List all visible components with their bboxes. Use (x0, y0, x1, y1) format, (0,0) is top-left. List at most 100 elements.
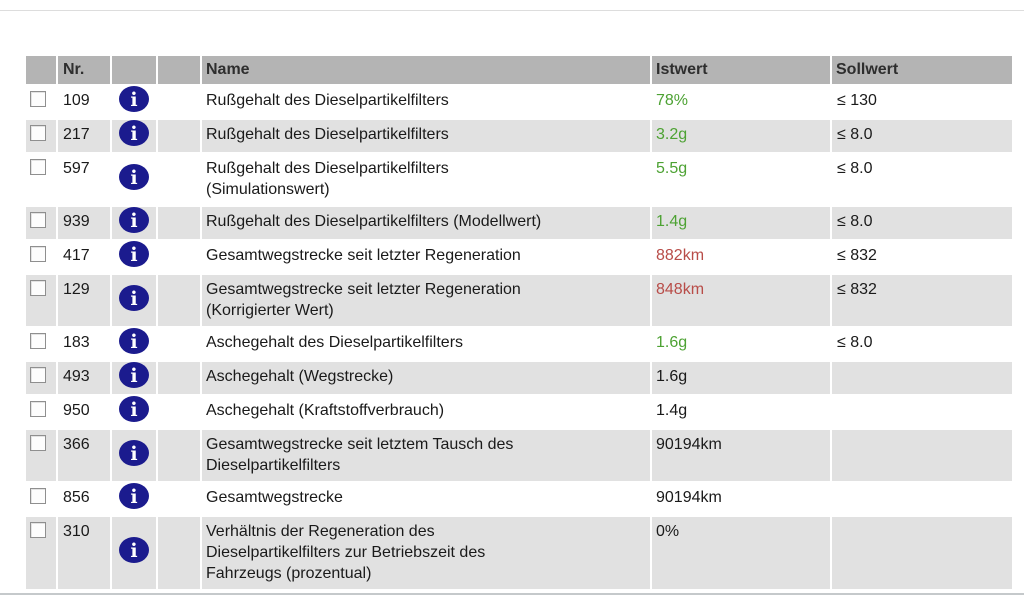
table-row: 217 i Rußgehalt des Dieselpartikelfilter… (26, 120, 1012, 152)
spacer-cell (158, 154, 200, 205)
table-row: 950 i Aschegehalt (Kraftstoffverbrauch) … (26, 396, 1012, 428)
row-checkbox[interactable] (30, 212, 46, 228)
spacer-cell (158, 241, 200, 273)
row-checkbox[interactable] (30, 401, 46, 417)
row-name: Gesamtwegstrecke seit letztem Tausch des… (202, 430, 650, 481)
row-sollwert (832, 517, 1012, 589)
row-sollwert: ≤ 8.0 (832, 207, 1012, 239)
svg-text:i: i (130, 331, 137, 353)
table-row: 366 i Gesamtwegstrecke seit letztem Taus… (26, 430, 1012, 481)
info-cell: i (112, 483, 156, 515)
info-icon[interactable]: i (119, 328, 149, 354)
svg-text:i: i (130, 288, 137, 310)
measurement-table: Nr. Name Istwert Sollwert 109 i Rußgehal… (24, 54, 1014, 591)
row-checkbox[interactable] (30, 435, 46, 451)
row-istwert: 90194km (652, 430, 830, 481)
spacer-cell (158, 362, 200, 394)
row-sollwert: ≤ 8.0 (832, 328, 1012, 360)
info-icon[interactable]: i (119, 537, 149, 563)
top-divider (0, 10, 1024, 11)
info-icon[interactable]: i (119, 362, 149, 388)
header-name: Name (202, 56, 650, 84)
info-cell: i (112, 517, 156, 589)
checkbox-cell (26, 86, 56, 118)
row-number: 366 (58, 430, 110, 481)
row-istwert: 882km (652, 241, 830, 273)
info-icon[interactable]: i (119, 439, 149, 466)
checkbox-cell (26, 154, 56, 205)
info-icon[interactable]: i (119, 207, 149, 233)
spacer-cell (158, 328, 200, 360)
row-istwert: 78% (652, 86, 830, 118)
checkbox-cell (26, 362, 56, 394)
row-checkbox[interactable] (30, 367, 46, 383)
table-row: 183 i Aschegehalt des Dieselpartikelfilt… (26, 328, 1012, 360)
table-row: 939 i Rußgehalt des Dieselpartikelfilter… (26, 207, 1012, 239)
info-cell: i (112, 154, 156, 205)
row-checkbox[interactable] (30, 91, 46, 107)
row-name: Rußgehalt des Dieselpartikelfilters (202, 86, 650, 118)
row-sollwert: ≤ 130 (832, 86, 1012, 118)
row-checkbox[interactable] (30, 246, 46, 262)
info-cell: i (112, 396, 156, 428)
checkbox-cell (26, 430, 56, 481)
row-checkbox[interactable] (30, 280, 46, 296)
row-checkbox[interactable] (30, 125, 46, 141)
row-sollwert: ≤ 832 (832, 241, 1012, 273)
svg-text:i: i (130, 365, 137, 387)
info-cell: i (112, 86, 156, 118)
header-nr: Nr. (58, 56, 110, 84)
row-sollwert: ≤ 8.0 (832, 154, 1012, 205)
row-number: 129 (58, 275, 110, 326)
row-checkbox[interactable] (30, 333, 46, 349)
row-istwert: 848km (652, 275, 830, 326)
info-icon[interactable]: i (119, 284, 149, 311)
row-istwert: 0% (652, 517, 830, 589)
table-row: 129 i Gesamtwegstrecke seit letzter Rege… (26, 275, 1012, 326)
row-number: 939 (58, 207, 110, 239)
info-icon[interactable]: i (119, 241, 149, 267)
info-cell: i (112, 328, 156, 360)
row-checkbox[interactable] (30, 522, 46, 538)
info-icon[interactable]: i (119, 483, 149, 509)
row-istwert: 1.6g (652, 328, 830, 360)
row-checkbox[interactable] (30, 159, 46, 175)
info-cell: i (112, 241, 156, 273)
spacer-cell (158, 207, 200, 239)
row-number: 310 (58, 517, 110, 589)
header-info-column (112, 56, 156, 84)
row-istwert: 1.4g (652, 396, 830, 428)
row-number: 493 (58, 362, 110, 394)
table-row: 493 i Aschegehalt (Wegstrecke) 1.6g (26, 362, 1012, 394)
row-istwert: 1.4g (652, 207, 830, 239)
spacer-cell (158, 483, 200, 515)
row-number: 417 (58, 241, 110, 273)
row-name: Verhältnis der Regeneration des Dieselpa… (202, 517, 650, 589)
row-name: Aschegehalt (Kraftstoffverbrauch) (202, 396, 650, 428)
info-cell: i (112, 430, 156, 481)
svg-text:i: i (130, 123, 137, 145)
table-row: 597 i Rußgehalt des Dieselpartikelfilter… (26, 154, 1012, 205)
info-cell: i (112, 362, 156, 394)
info-icon[interactable]: i (119, 86, 149, 112)
row-sollwert (832, 483, 1012, 515)
info-icon[interactable]: i (119, 120, 149, 146)
svg-text:i: i (130, 210, 137, 232)
row-name: Rußgehalt des Dieselpartikelfilters (202, 120, 650, 152)
row-checkbox[interactable] (30, 488, 46, 504)
row-sollwert: ≤ 8.0 (832, 120, 1012, 152)
svg-text:i: i (130, 540, 137, 562)
row-sollwert (832, 396, 1012, 428)
checkbox-cell (26, 120, 56, 152)
info-icon[interactable]: i (119, 163, 149, 190)
row-sollwert (832, 430, 1012, 481)
row-name: Gesamtwegstrecke seit letzter Regenerati… (202, 241, 650, 273)
info-icon[interactable]: i (119, 396, 149, 422)
row-number: 109 (58, 86, 110, 118)
row-number: 217 (58, 120, 110, 152)
info-cell: i (112, 207, 156, 239)
svg-text:i: i (130, 399, 137, 421)
row-number: 856 (58, 483, 110, 515)
svg-text:i: i (130, 244, 137, 266)
